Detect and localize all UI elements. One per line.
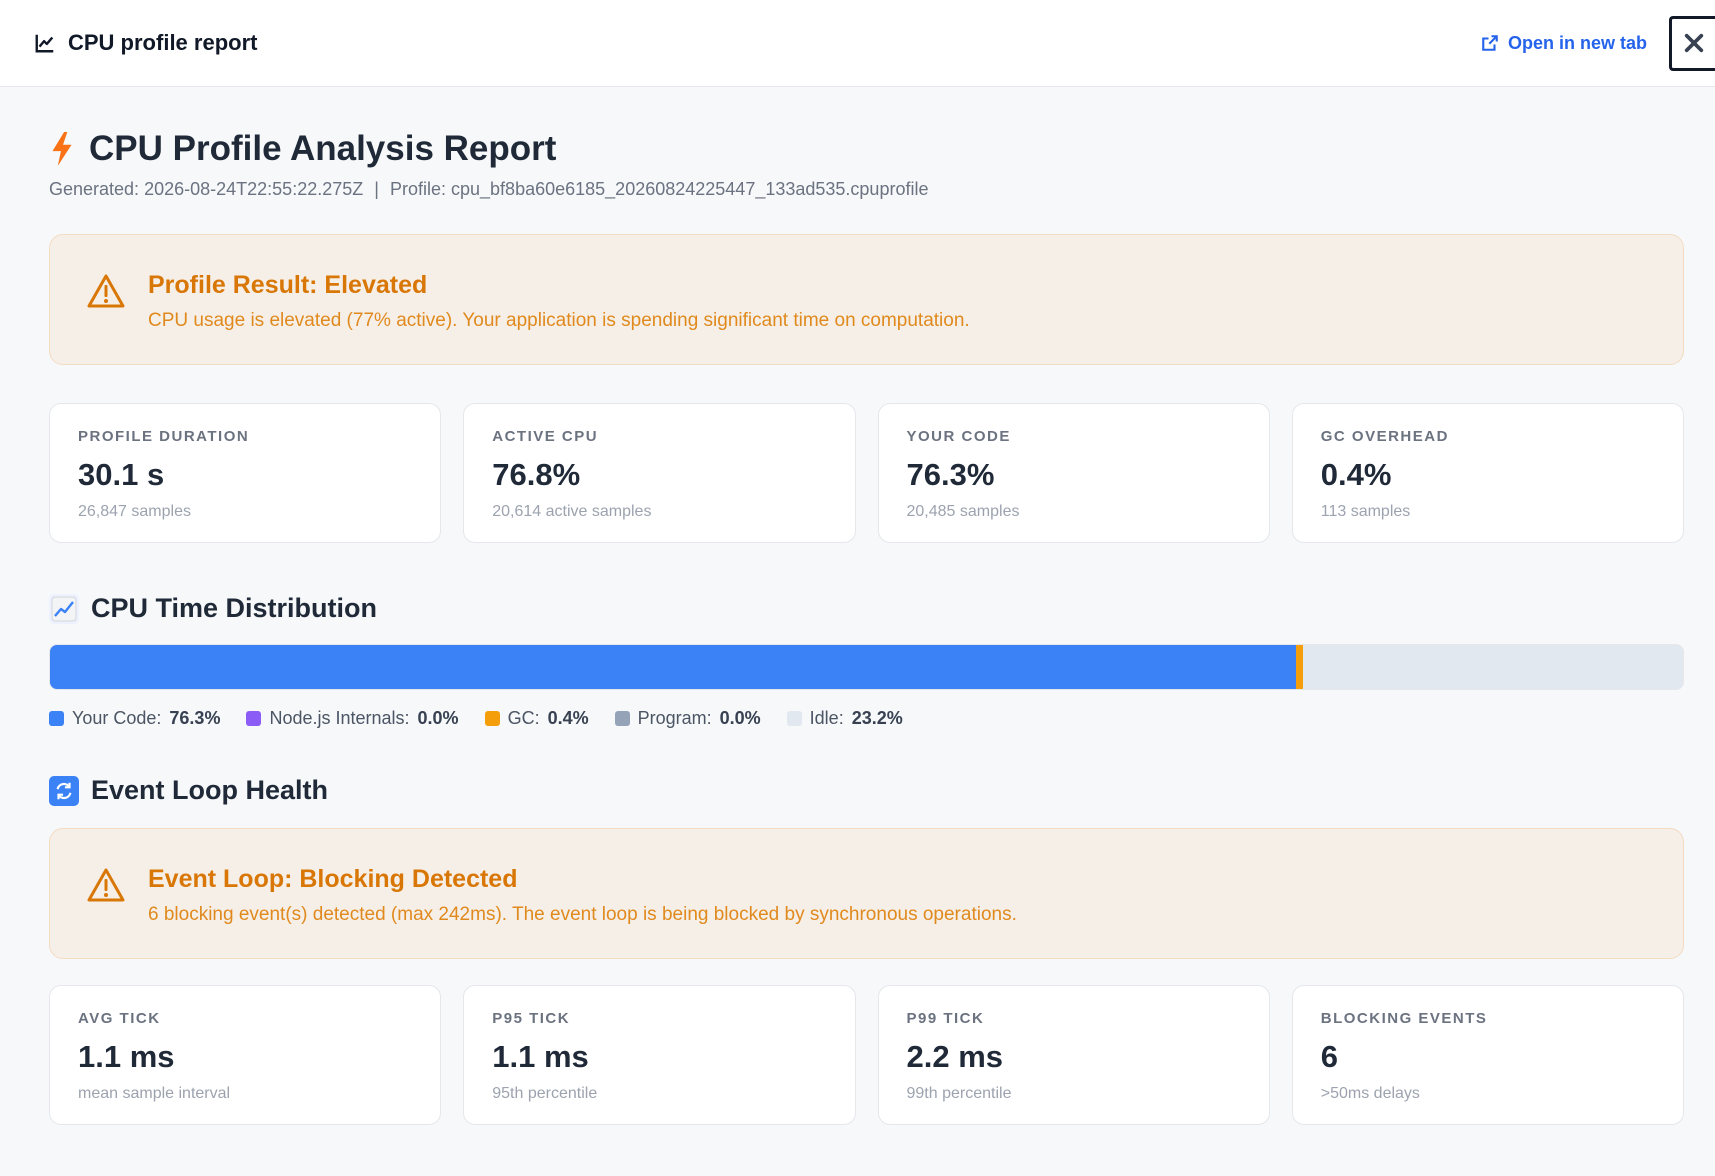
generated-value: 2026-08-24T22:55:22.275Z xyxy=(144,179,364,199)
stat-subtext: 26,847 samples xyxy=(78,503,191,520)
stat-card-profile-duration: PROFILE DURATION 30.1 s 26,847 samples xyxy=(49,403,442,543)
legend-value: 0.0% xyxy=(719,708,761,728)
legend-item-program: Program: 0.0% xyxy=(614,708,761,729)
stat-subtext: 20,485 samples xyxy=(906,503,1020,520)
event-loop-stats-cards: AVG TICK 1.1 ms mean sample interval P95… xyxy=(49,985,1684,1125)
profile-result-text: CPU usage is elevated (77% active). Your… xyxy=(148,310,970,331)
refresh-icon xyxy=(49,775,79,806)
stat-card-blocking-events: BLOCKING EVENTS 6 >50ms delays xyxy=(1291,985,1684,1125)
legend-label: Program: xyxy=(637,708,712,728)
cpu-distribution-bar xyxy=(49,644,1684,690)
stat-subtext: mean sample interval xyxy=(78,1085,231,1102)
profile-stats-cards: PROFILE DURATION 30.1 s 26,847 samples A… xyxy=(49,403,1684,543)
topbar-title-group: CPU profile report xyxy=(0,30,257,56)
event-loop-title: Event Loop Health xyxy=(91,775,329,805)
stat-subtext: 20,614 active samples xyxy=(492,503,652,520)
legend-value: 23.2% xyxy=(851,708,903,728)
stat-label: YOUR CODE xyxy=(906,428,1011,445)
event-loop-alert: Event Loop: Blocking Detected 6 blocking… xyxy=(49,828,1684,959)
profile-filename: cpu_bf8ba60e6185_20260824225447_133ad535… xyxy=(451,179,929,199)
stat-label: GC OVERHEAD xyxy=(1320,428,1449,445)
bar-segment-your-code xyxy=(50,645,1296,689)
legend-label: GC: xyxy=(507,708,540,728)
legend-value: 0.4% xyxy=(547,708,589,728)
profile-result-alert: Profile Result: Elevated CPU usage is el… xyxy=(49,234,1684,365)
open-in-new-tab-label: Open in new tab xyxy=(1507,32,1647,53)
close-icon xyxy=(1684,33,1703,53)
stat-subtext: 99th percentile xyxy=(906,1085,1012,1102)
chart-line-icon xyxy=(35,34,54,53)
stat-value: 1.1 ms xyxy=(78,1039,175,1074)
event-loop-heading: Event Loop Health xyxy=(49,775,1684,806)
stat-value: 2.2 ms xyxy=(906,1039,1004,1074)
lightning-icon xyxy=(52,132,72,166)
stat-subtext: 95th percentile xyxy=(492,1085,598,1102)
chart-increasing-icon xyxy=(49,593,79,624)
stat-card-avg-tick: AVG TICK 1.1 ms mean sample interval xyxy=(49,985,442,1125)
event-loop-alert-title: Event Loop: Blocking Detected xyxy=(148,865,518,893)
warning-icon xyxy=(87,868,125,902)
bar-segment-gc xyxy=(1295,645,1303,689)
stat-card-your-code: YOUR CODE 76.3% 20,485 samples xyxy=(877,403,1270,543)
stat-card-p95-tick: P95 TICK 1.1 ms 95th percentile xyxy=(463,985,856,1125)
report-content: CPU Profile Analysis Report Generated: 2… xyxy=(49,87,1684,1125)
event-loop-alert-text: 6 blocking event(s) detected (max 242ms)… xyxy=(148,904,1017,925)
legend-swatch xyxy=(614,711,630,726)
warning-icon xyxy=(87,274,125,308)
legend-label: Node.js Internals: xyxy=(269,708,410,728)
stat-value: 1.1 ms xyxy=(492,1039,589,1074)
profile-label: Profile: xyxy=(389,179,446,199)
cpu-distribution-title: CPU Time Distribution xyxy=(91,593,378,623)
legend-swatch xyxy=(246,711,262,726)
stat-label: PROFILE DURATION xyxy=(78,428,250,445)
stat-card-active-cpu: ACTIVE CPU 76.8% 20,614 active samples xyxy=(463,403,856,543)
stat-subtext: >50ms delays xyxy=(1320,1085,1420,1102)
legend-item-your-code: Your Code: 76.3% xyxy=(49,708,220,729)
profile-result-title: Profile Result: Elevated xyxy=(148,271,428,299)
cpu-distribution-heading: CPU Time Distribution xyxy=(49,593,1684,624)
open-in-new-tab-link[interactable]: Open in new tab xyxy=(1481,33,1647,54)
legend-swatch xyxy=(484,711,500,726)
meta-separator: | xyxy=(374,179,379,199)
legend-item-gc: GC: 0.4% xyxy=(484,708,589,729)
external-link-icon xyxy=(1482,35,1498,51)
close-button[interactable] xyxy=(1669,15,1715,71)
stat-label: BLOCKING EVENTS xyxy=(1320,1010,1488,1027)
top-bar: CPU profile report Open in new tab xyxy=(0,0,1715,87)
stat-label: P95 TICK xyxy=(492,1010,571,1027)
legend-value: 0.0% xyxy=(417,708,459,728)
stat-label: AVG TICK xyxy=(78,1010,161,1027)
legend-label: Your Code: xyxy=(72,708,162,728)
legend-item-nodejs-internals: Node.js Internals: 0.0% xyxy=(246,708,459,729)
legend-swatch xyxy=(49,711,64,726)
stat-value: 76.3% xyxy=(906,457,995,492)
bar-segment-idle xyxy=(1302,645,1682,689)
legend-item-idle: Idle: 23.2% xyxy=(786,708,903,729)
legend-label: Idle: xyxy=(809,708,844,728)
stat-value: 30.1 s xyxy=(78,457,165,492)
stat-card-p99-tick: P99 TICK 2.2 ms 99th percentile xyxy=(877,985,1270,1125)
stat-label: ACTIVE CPU xyxy=(492,428,599,445)
stat-card-gc-overhead: GC OVERHEAD 0.4% 113 samples xyxy=(1291,403,1684,543)
report-header: CPU Profile Analysis Report xyxy=(49,129,1684,169)
stat-value: 76.8% xyxy=(492,457,581,492)
legend-swatch xyxy=(786,711,802,726)
legend-value: 76.3% xyxy=(169,708,221,728)
report-title: CPU Profile Analysis Report xyxy=(89,129,557,168)
stat-value: 6 xyxy=(1320,1039,1338,1074)
topbar-title: CPU profile report xyxy=(68,30,258,55)
report-meta: Generated: 2026-08-24T22:55:22.275Z | Pr… xyxy=(49,179,1684,200)
stat-value: 0.4% xyxy=(1320,457,1392,492)
cpu-distribution-legend: Your Code: 76.3% Node.js Internals: 0.0%… xyxy=(49,708,1684,729)
stat-subtext: 113 samples xyxy=(1320,503,1411,520)
generated-label: Generated: xyxy=(49,179,140,199)
stat-label: P99 TICK xyxy=(906,1010,985,1027)
